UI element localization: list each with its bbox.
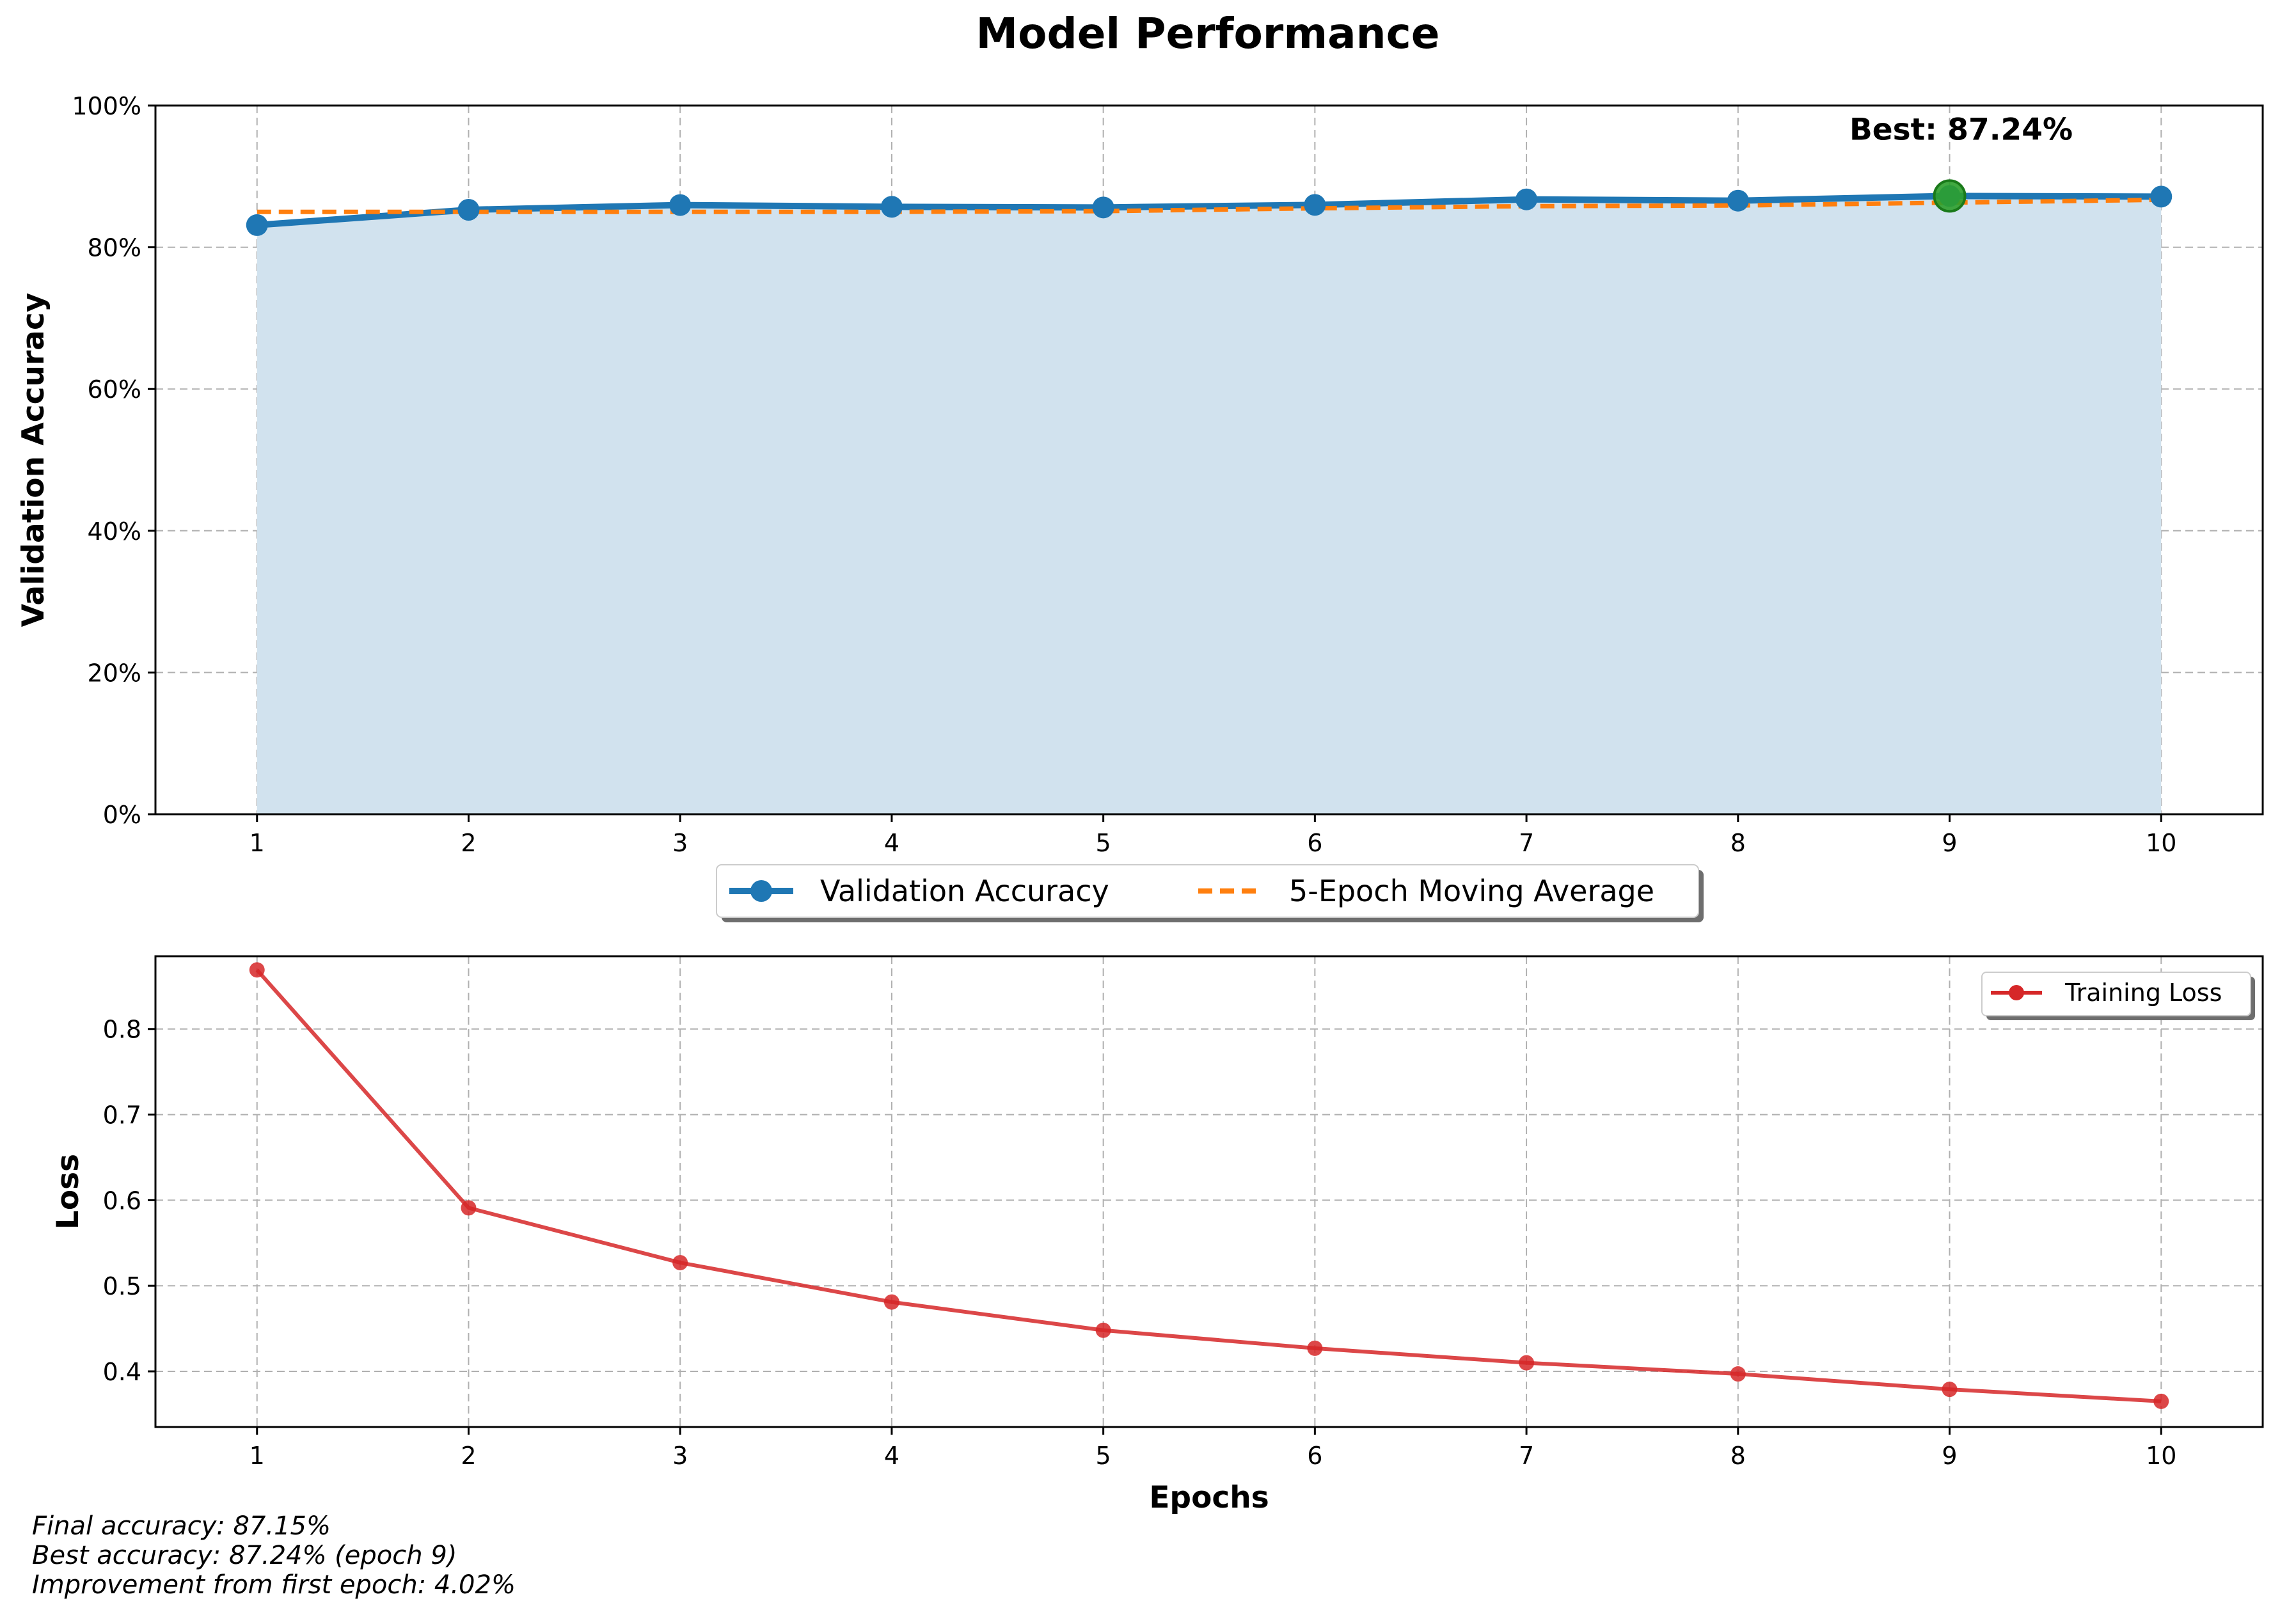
accuracy-y-tick-label: 60% [88,375,141,404]
loss-y-tick-label: 0.5 [103,1272,141,1300]
legend-loss-marker-swatch [2009,985,2024,1000]
loss-y-ticks: 0.4 0.5 0.6 0.7 0.8 [103,1016,155,1386]
loss-line [255,968,2162,1403]
accuracy-x-tick-label: 7 [1519,829,1534,857]
accuracy-point [2150,185,2173,208]
accuracy-area-fill [257,196,2162,814]
note-improvement: Improvement from first epoch: 4.02% [32,1570,516,1600]
loss-point [1942,1382,1958,1398]
loss-point [883,1294,899,1310]
loss-y-tick-label: 0.7 [103,1101,141,1130]
loss-legend: Training Loss [1981,972,2255,1020]
note-final-accuracy: Final accuracy: 87.15% [32,1511,331,1541]
loss-points [249,962,2169,1409]
accuracy-x-tick-label: 6 [1307,829,1322,857]
loss-point [1730,1366,1746,1382]
loss-point [1519,1355,1535,1371]
loss-x-tick-label: 9 [1942,1442,1957,1470]
accuracy-point [669,194,692,216]
loss-x-tick-label: 10 [2146,1442,2176,1470]
accuracy-y-tick-label: 20% [88,659,141,687]
accuracy-x-tick-label: 8 [1730,829,1746,857]
moving-average-line [257,197,2162,214]
loss-panel: 0.40.50.60.70.8 1 2 3 4 5 6 7 8 9 10 Loss Epochs … [51,955,2264,1515]
accuracy-point [246,214,268,236]
accuracy-y-tick-label: 40% [88,517,141,546]
accuracy-y-tick-label: 100% [72,92,141,120]
accuracy-x-tick-label: 4 [884,829,899,857]
accuracy-x-tick-label: 5 [1096,829,1111,857]
accuracy-x-tick-label: 3 [672,829,688,857]
accuracy-point [880,196,903,218]
loss-point [461,1200,477,1216]
accuracy-axes-frame [154,104,2264,816]
loss-x-ticks: 1 2 3 4 5 6 7 8 9 10 [249,1427,2176,1470]
best-accuracy-annotation: Best: 87.24% [1849,112,2073,147]
accuracy-y-axis-label: Validation Accuracy [16,293,51,627]
legend-accuracy-marker-swatch [750,880,772,902]
accuracy-x-tick-label: 1 [249,829,265,857]
accuracy-y-tick-label: 0% [103,801,141,829]
loss-x-tick-label: 6 [1307,1442,1322,1470]
loss-y-tick-label: 0.8 [103,1016,141,1044]
accuracy-x-tick-label: 9 [1942,829,1957,857]
loss-legend-box [1981,972,2251,1016]
loss-x-axis-label: Epochs [1149,1480,1269,1515]
summary-notes: Final accuracy: 87.15% Best accuracy: 87… [32,1511,516,1600]
accuracy-legend: Validation Accuracy 5-Epoch Moving Avera… [716,864,1704,922]
accuracy-x-tick-label: 2 [461,829,476,857]
loss-x-tick-label: 7 [1519,1442,1534,1470]
loss-point [1307,1340,1323,1356]
accuracy-line [257,193,2162,228]
legend-moving-average-label: 5-Epoch Moving Average [1289,874,1654,908]
loss-point [672,1255,688,1271]
loss-grid [155,956,2263,1427]
loss-axes-frame [154,955,2264,1428]
best-accuracy-marker [1933,179,1967,213]
legend-accuracy-label: Validation Accuracy [820,874,1109,908]
legend-loss-label: Training Loss [2064,979,2222,1007]
accuracy-y-tick-label: 80% [88,234,141,262]
loss-y-tick-label: 0.6 [103,1186,141,1215]
loss-y-tick-label: 0.4 [103,1358,141,1386]
loss-x-tick-label: 5 [1096,1442,1111,1470]
loss-point [249,962,265,978]
loss-x-tick-label: 4 [884,1442,899,1470]
accuracy-y-ticks: 0% 20% 40% 60% 80% 100% [72,92,155,829]
accuracy-x-ticks: 1 2 3 4 5 6 7 8 9 10 [249,814,2176,857]
note-best-accuracy: Best accuracy: 87.24% (epoch 9) [32,1541,457,1570]
accuracy-point [457,198,480,221]
accuracy-point [1516,188,1538,210]
loss-point [1095,1322,1111,1338]
figure-title: Model Performance [976,9,1439,58]
accuracy-point [1727,189,1749,212]
accuracy-panel: Best: 87.24% 0% 20% 40% 60% 80% 100% 1 2 3 4 5 6 7 8… [16,92,2264,922]
loss-point [2153,1393,2169,1409]
loss-y-axis-label: Loss [51,1154,86,1229]
accuracy-point [1304,194,1326,216]
accuracy-x-tick-label: 10 [2146,829,2176,857]
loss-x-tick-label: 1 [249,1442,265,1470]
loss-x-tick-label: 2 [461,1442,476,1470]
accuracy-point [1092,196,1114,219]
loss-x-tick-label: 8 [1730,1442,1746,1470]
loss-x-tick-label: 3 [672,1442,688,1470]
